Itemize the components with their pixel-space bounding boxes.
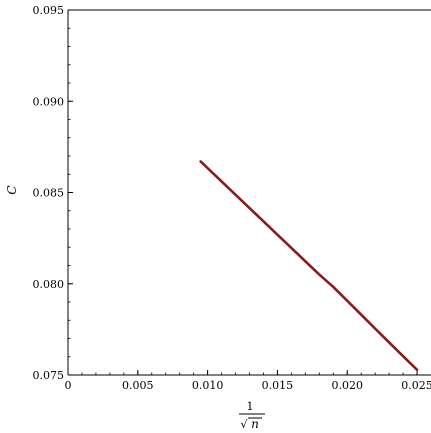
- x-axis-label-radical: √: [240, 418, 248, 431]
- series-layer: [199, 160, 419, 372]
- axes: [67, 9, 431, 376]
- y-tick-label-1: 0.080: [33, 278, 65, 291]
- y-axis-label: C: [5, 185, 19, 194]
- y-tick-label-3: 0.090: [33, 95, 65, 108]
- y-tick-label-0: 0.075: [33, 369, 65, 382]
- x-tick-label-3: 0.015: [262, 379, 294, 392]
- x-tick-label-5: 0.025: [401, 379, 431, 392]
- y-tick-label-4: 0.095: [33, 4, 65, 17]
- ticks: 0 0.005 0.010 0.015 0.020 0.025 0.075 0.080 0.08…: [33, 4, 431, 392]
- x-axis-label-numerator: 1: [247, 400, 254, 413]
- x-tick-label-1: 0.005: [122, 379, 154, 392]
- y-tick-label-2: 0.085: [33, 187, 65, 200]
- x-tick-label-4: 0.020: [331, 379, 363, 392]
- series-line-0: [199, 160, 419, 372]
- x-axis-label-radicand: n: [251, 417, 259, 431]
- x-tick-label-0: 0: [65, 379, 72, 392]
- x-tick-label-2: 0.010: [192, 379, 224, 392]
- x-axis-label: 1 √ n: [239, 400, 265, 431]
